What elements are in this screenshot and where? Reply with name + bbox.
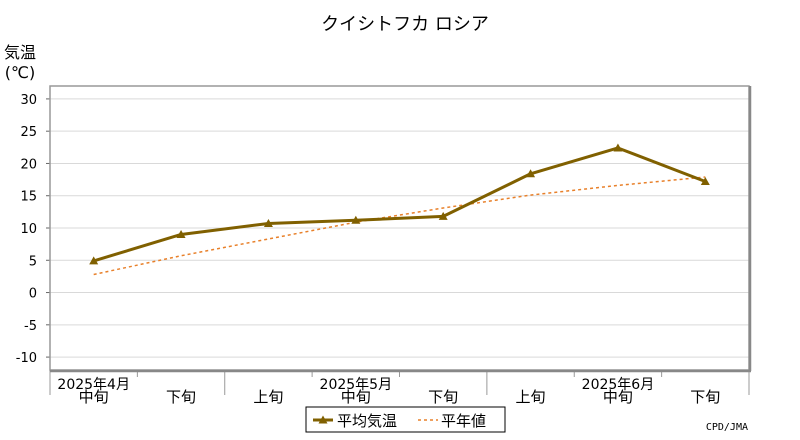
mean-point <box>613 143 623 152</box>
y-axis-label-top: 気温 <box>4 43 36 62</box>
grid-lines <box>50 98 749 358</box>
x-month-label: 2025年6月 <box>582 377 655 393</box>
legend-label-mean: 平均気温 <box>337 412 397 430</box>
x-month-label: 2025年4月 <box>57 377 130 393</box>
y-tick-label: 30 <box>20 93 37 108</box>
y-tick-label: 25 <box>20 125 37 140</box>
x-month-label: 2025年5月 <box>320 377 393 393</box>
x-tick-label: 下旬 <box>690 388 720 406</box>
y-tick-label: 20 <box>20 157 37 172</box>
series-line-normal <box>93 176 706 276</box>
y-tick-label: 10 <box>20 222 37 237</box>
y-tick-label: -5 <box>24 319 37 334</box>
mean-point <box>700 177 710 186</box>
credit-label: CPD/JMA <box>706 422 748 433</box>
x-tick-label: 上旬 <box>253 388 283 406</box>
series-layer <box>89 143 710 276</box>
mean-point <box>526 169 536 178</box>
x-tick-label: 中旬 <box>341 388 371 406</box>
mean-point <box>176 229 186 238</box>
y-tick-label: 0 <box>29 287 37 302</box>
x-tick-label: 下旬 <box>428 388 458 406</box>
legend: 平均気温 平年値 <box>305 406 506 433</box>
mean-point <box>351 215 361 224</box>
y-tick-labels: -10 -5 0 5 10 15 20 25 30 <box>16 93 50 366</box>
series-line-mean <box>93 146 706 263</box>
mean-point <box>263 218 273 227</box>
x-tick-label: 中旬 <box>79 388 109 406</box>
mean-point <box>89 256 99 265</box>
mean-point <box>438 211 448 220</box>
y-tick-label: -10 <box>16 351 37 366</box>
legend-label-normal: 平年値 <box>441 412 486 430</box>
legend-box <box>305 406 506 433</box>
x-tick-label: 上旬 <box>516 388 546 406</box>
y-tick-label: 5 <box>29 254 37 269</box>
chart-title: クイシトフカ ロシア <box>321 14 489 35</box>
x-tick-label: 中旬 <box>603 388 633 406</box>
legend-marker-mean <box>318 415 328 424</box>
y-tick-label: 15 <box>20 190 37 205</box>
y-axis-label-unit: (℃) <box>5 63 35 82</box>
x-tick-label: 下旬 <box>166 388 196 406</box>
